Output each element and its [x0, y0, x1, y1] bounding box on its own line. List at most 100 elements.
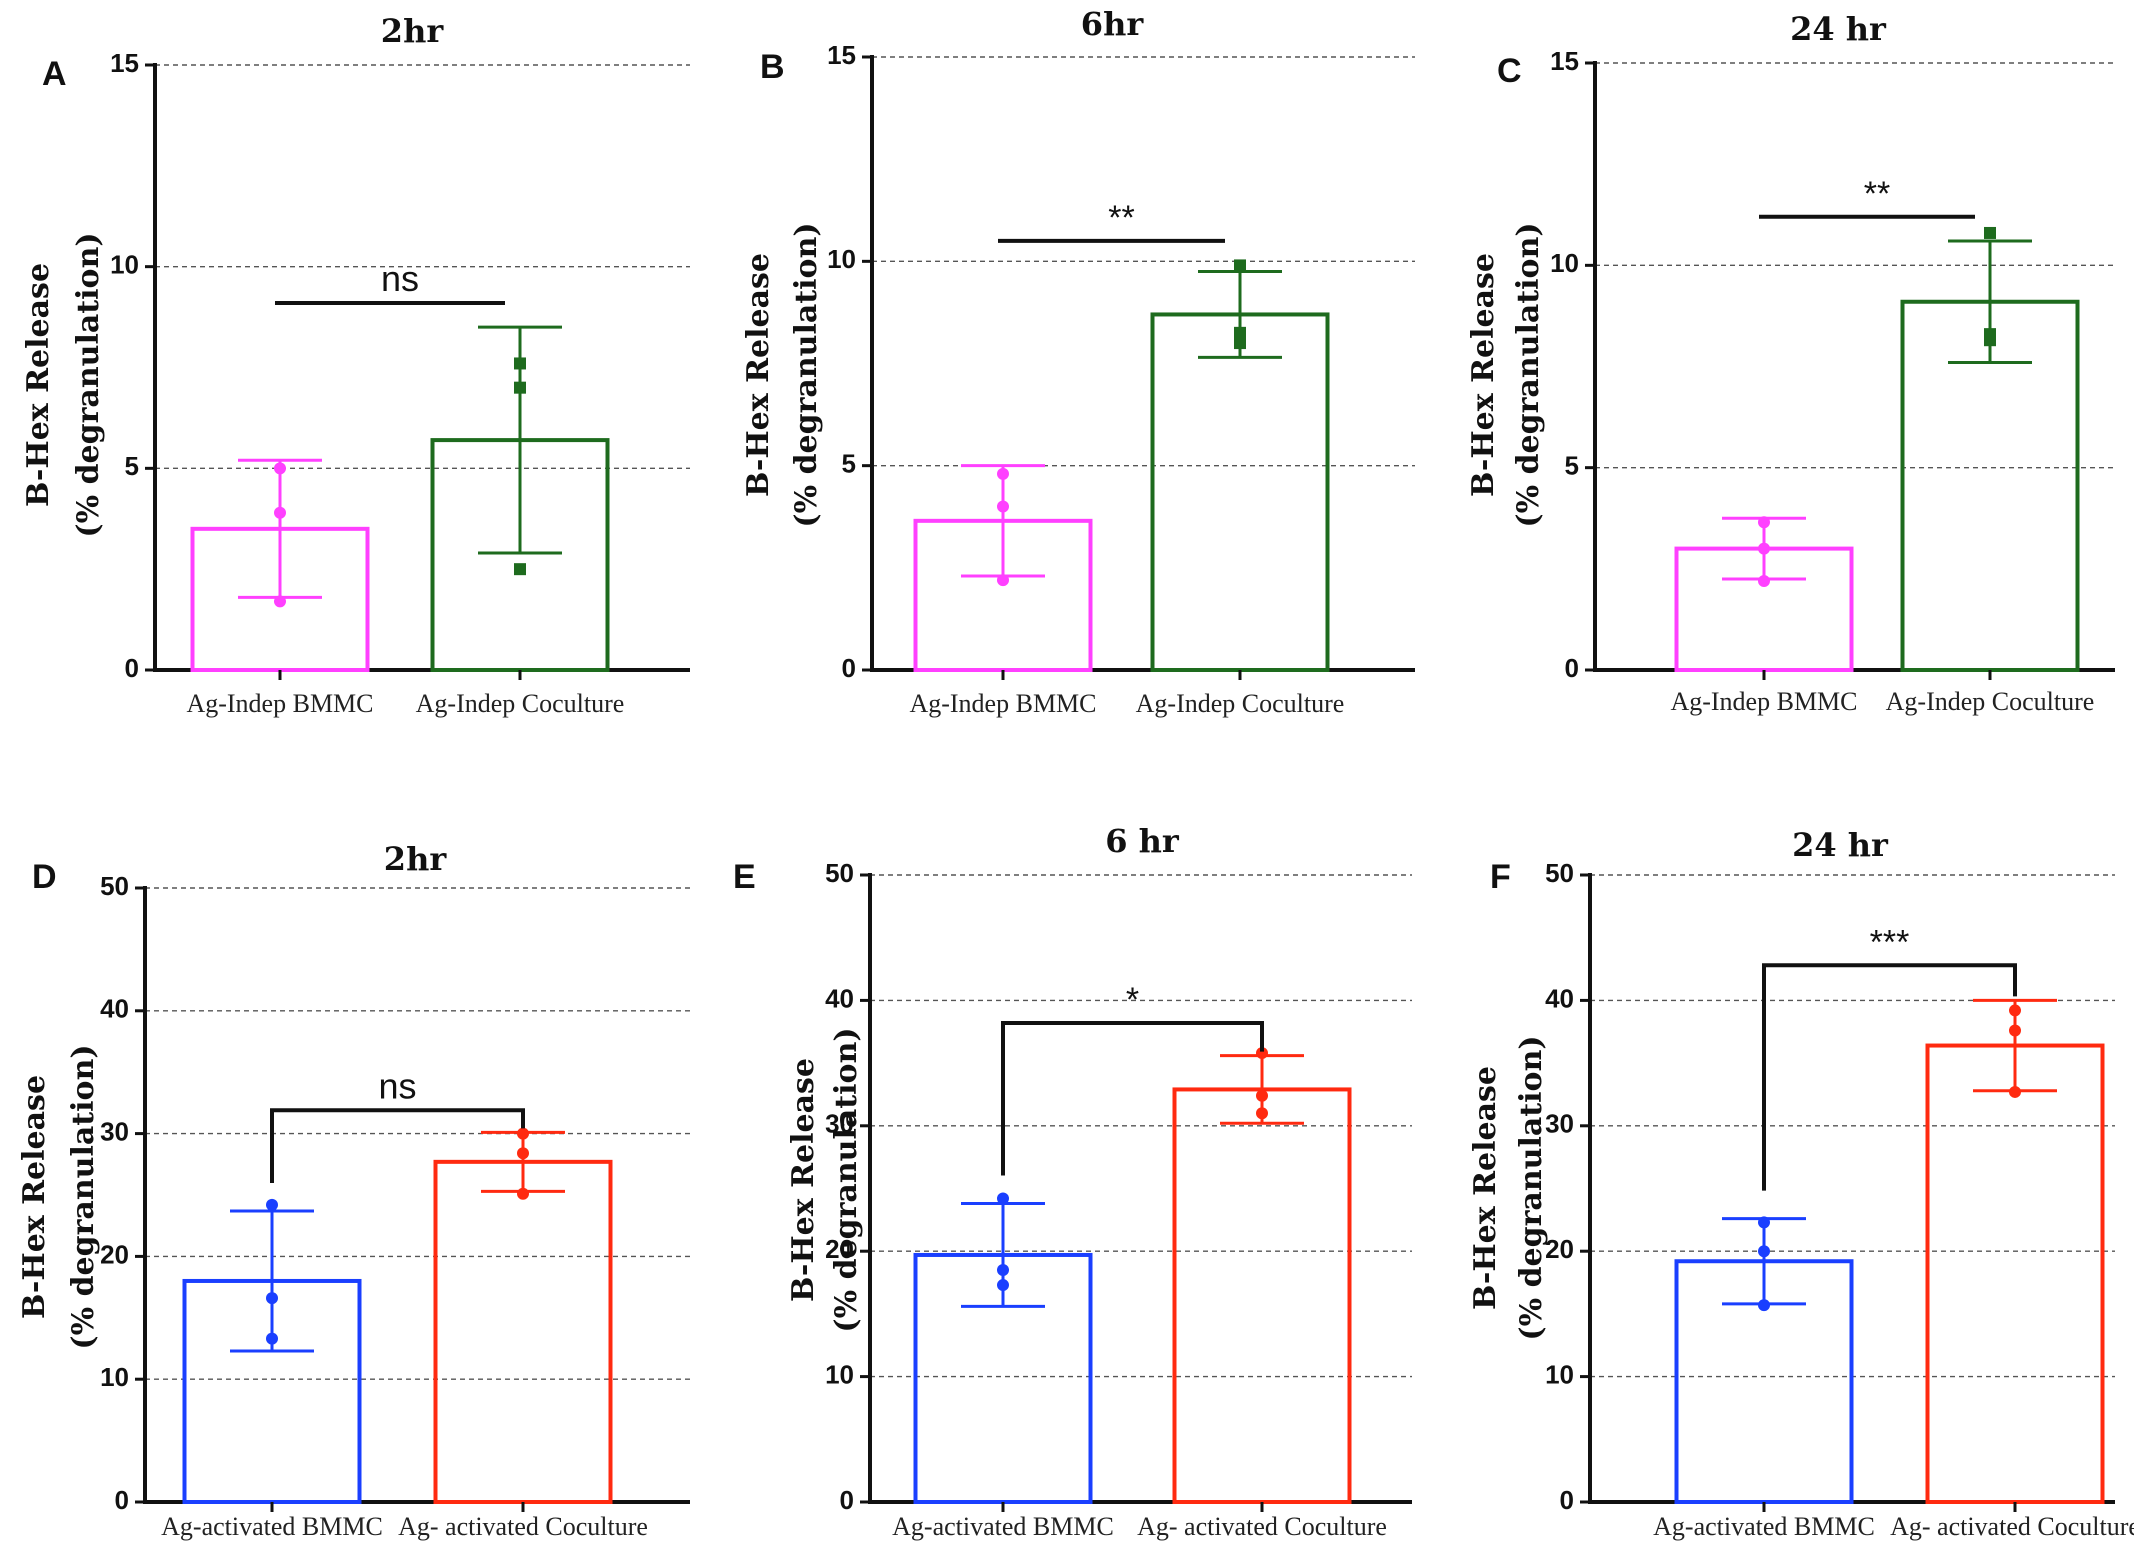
x-category-label: Ag-Indep Coculture: [1886, 687, 2095, 716]
significance-label: *: [1126, 981, 1139, 1019]
bar: [1172, 1087, 1352, 1504]
x-category-label: Ag- activated Coculture: [1137, 1512, 1387, 1541]
y-axis-label-units: (% degranulation): [66, 1044, 101, 1349]
data-point: [1758, 1245, 1770, 1258]
x-category-label: Ag- activated Coculture: [1890, 1512, 2134, 1541]
y-tick-label: 0: [125, 653, 139, 683]
significance-label: ***: [1870, 923, 1910, 961]
data-point: [1758, 516, 1770, 529]
x-category-label: Ag-Indep BMMC: [186, 689, 373, 718]
panel-letter: F: [1490, 858, 1511, 896]
data-point: [1758, 1299, 1770, 1312]
y-tick-label: 50: [825, 858, 854, 888]
y-tick-label: 10: [1545, 1359, 1574, 1389]
significance-label: **: [1108, 199, 1134, 237]
y-tick-label: 20: [1545, 1234, 1574, 1264]
data-point: [266, 1332, 278, 1345]
data-point: [514, 381, 526, 394]
y-tick-label: 40: [100, 994, 129, 1024]
y-axis-label: B-Hex Release: [741, 253, 776, 497]
y-tick-label: 15: [827, 40, 856, 70]
data-point: [1256, 1089, 1268, 1102]
panel-d: D 2hr B-Hex Release (% degranulation) 0 10 20 3…: [17, 840, 690, 1541]
y-tick-label: 5: [1565, 451, 1579, 481]
x-category-label: Ag-Indep Coculture: [1136, 689, 1345, 718]
y-tick-label: 10: [100, 1362, 129, 1392]
panel-b: B 6hr B-Hex Release (% degranulation) 0 5 10 15…: [741, 5, 1415, 718]
data-point: [514, 357, 526, 370]
y-tick-label: 40: [1545, 983, 1574, 1013]
x-category-label: Ag-activated BMMC: [892, 1512, 1114, 1541]
y-axis-label: B-Hex Release: [1466, 253, 1501, 497]
significance-bracket: [270, 1108, 525, 1183]
y-tick-label: 15: [1550, 46, 1579, 76]
y-tick-label: 30: [1545, 1109, 1574, 1139]
chart-title: 2hr: [381, 12, 445, 50]
significance-label: ns: [378, 1065, 416, 1106]
y-tick-label: 5: [125, 451, 139, 481]
y-tick-label: 50: [1545, 858, 1574, 888]
data-point: [997, 1192, 1009, 1205]
data-point: [997, 467, 1009, 480]
y-tick-label: 0: [115, 1485, 129, 1515]
y-tick-label: 10: [1550, 248, 1579, 278]
y-tick-label: 5: [842, 449, 856, 479]
y-tick-label: 40: [825, 983, 854, 1013]
panel-letter: A: [42, 55, 67, 93]
panel-letter: E: [733, 858, 756, 896]
y-axis-label-units: (% degranulation): [829, 1027, 864, 1332]
data-point: [266, 1292, 278, 1305]
data-point: [517, 1187, 529, 1200]
panel-c: C 24 hr B-Hex Release (% degranulation) 0 5 10…: [1466, 10, 2115, 716]
data-point: [1256, 1107, 1268, 1120]
data-point: [274, 595, 286, 608]
data-point: [1234, 259, 1246, 272]
data-point: [997, 574, 1009, 587]
significance-bracket: [1762, 963, 2017, 1191]
y-tick-label: 10: [825, 1359, 854, 1389]
y-tick-label: 0: [840, 1485, 854, 1515]
chart-title: 24 hr: [1790, 10, 1887, 48]
x-category-label: Ag-activated BMMC: [161, 1512, 383, 1541]
panel-a: A 2hr B-Hex Release (% degranulation) 0 5 10 15…: [21, 12, 690, 718]
y-axis-label-units: (% degranulation): [71, 232, 106, 537]
y-tick-label: 10: [827, 244, 856, 274]
data-point: [266, 1198, 278, 1211]
chart-title: 24 hr: [1792, 826, 1889, 864]
data-point: [274, 462, 286, 475]
x-category-label: Ag- activated Coculture: [398, 1512, 648, 1541]
data-point: [517, 1127, 529, 1140]
significance-label: ns: [381, 258, 419, 299]
bar: [1925, 1043, 2105, 1504]
y-tick-label: 30: [825, 1109, 854, 1139]
y-tick-label: 10: [110, 250, 139, 280]
data-point: [997, 1264, 1009, 1277]
y-tick-label: 20: [825, 1234, 854, 1264]
panel-letter: C: [1497, 52, 1522, 90]
chart-title: 2hr: [384, 840, 448, 878]
y-tick-label: 20: [100, 1239, 129, 1269]
significance-bracket: [1001, 1020, 1264, 1176]
panel-letter: D: [32, 858, 57, 896]
y-axis-label-units: (% degranulation): [1514, 1035, 1549, 1340]
x-category-label: Ag-Indep BMMC: [909, 689, 1096, 718]
significance-label: **: [1864, 175, 1890, 213]
data-point: [1256, 1047, 1268, 1060]
panel-e: E 6 hr B-Hex Release (% degranulation) 0 10 20…: [733, 822, 1412, 1541]
data-point: [1758, 574, 1770, 587]
bar: [433, 1159, 613, 1504]
data-point: [1758, 1216, 1770, 1229]
y-tick-label: 30: [100, 1116, 129, 1146]
data-point: [997, 500, 1009, 513]
x-category-label: Ag-Indep BMMC: [1670, 687, 1857, 716]
data-point: [2009, 1004, 2021, 1017]
y-axis-label-units: (% degranulation): [789, 222, 824, 527]
x-category-label: Ag-activated BMMC: [1653, 1512, 1875, 1541]
data-point: [274, 506, 286, 519]
y-tick-label: 0: [1565, 653, 1579, 683]
x-category-label: Ag-Indep Coculture: [416, 689, 625, 718]
chart-title: 6 hr: [1105, 822, 1180, 860]
data-point: [514, 563, 526, 576]
data-point: [1984, 334, 1996, 347]
